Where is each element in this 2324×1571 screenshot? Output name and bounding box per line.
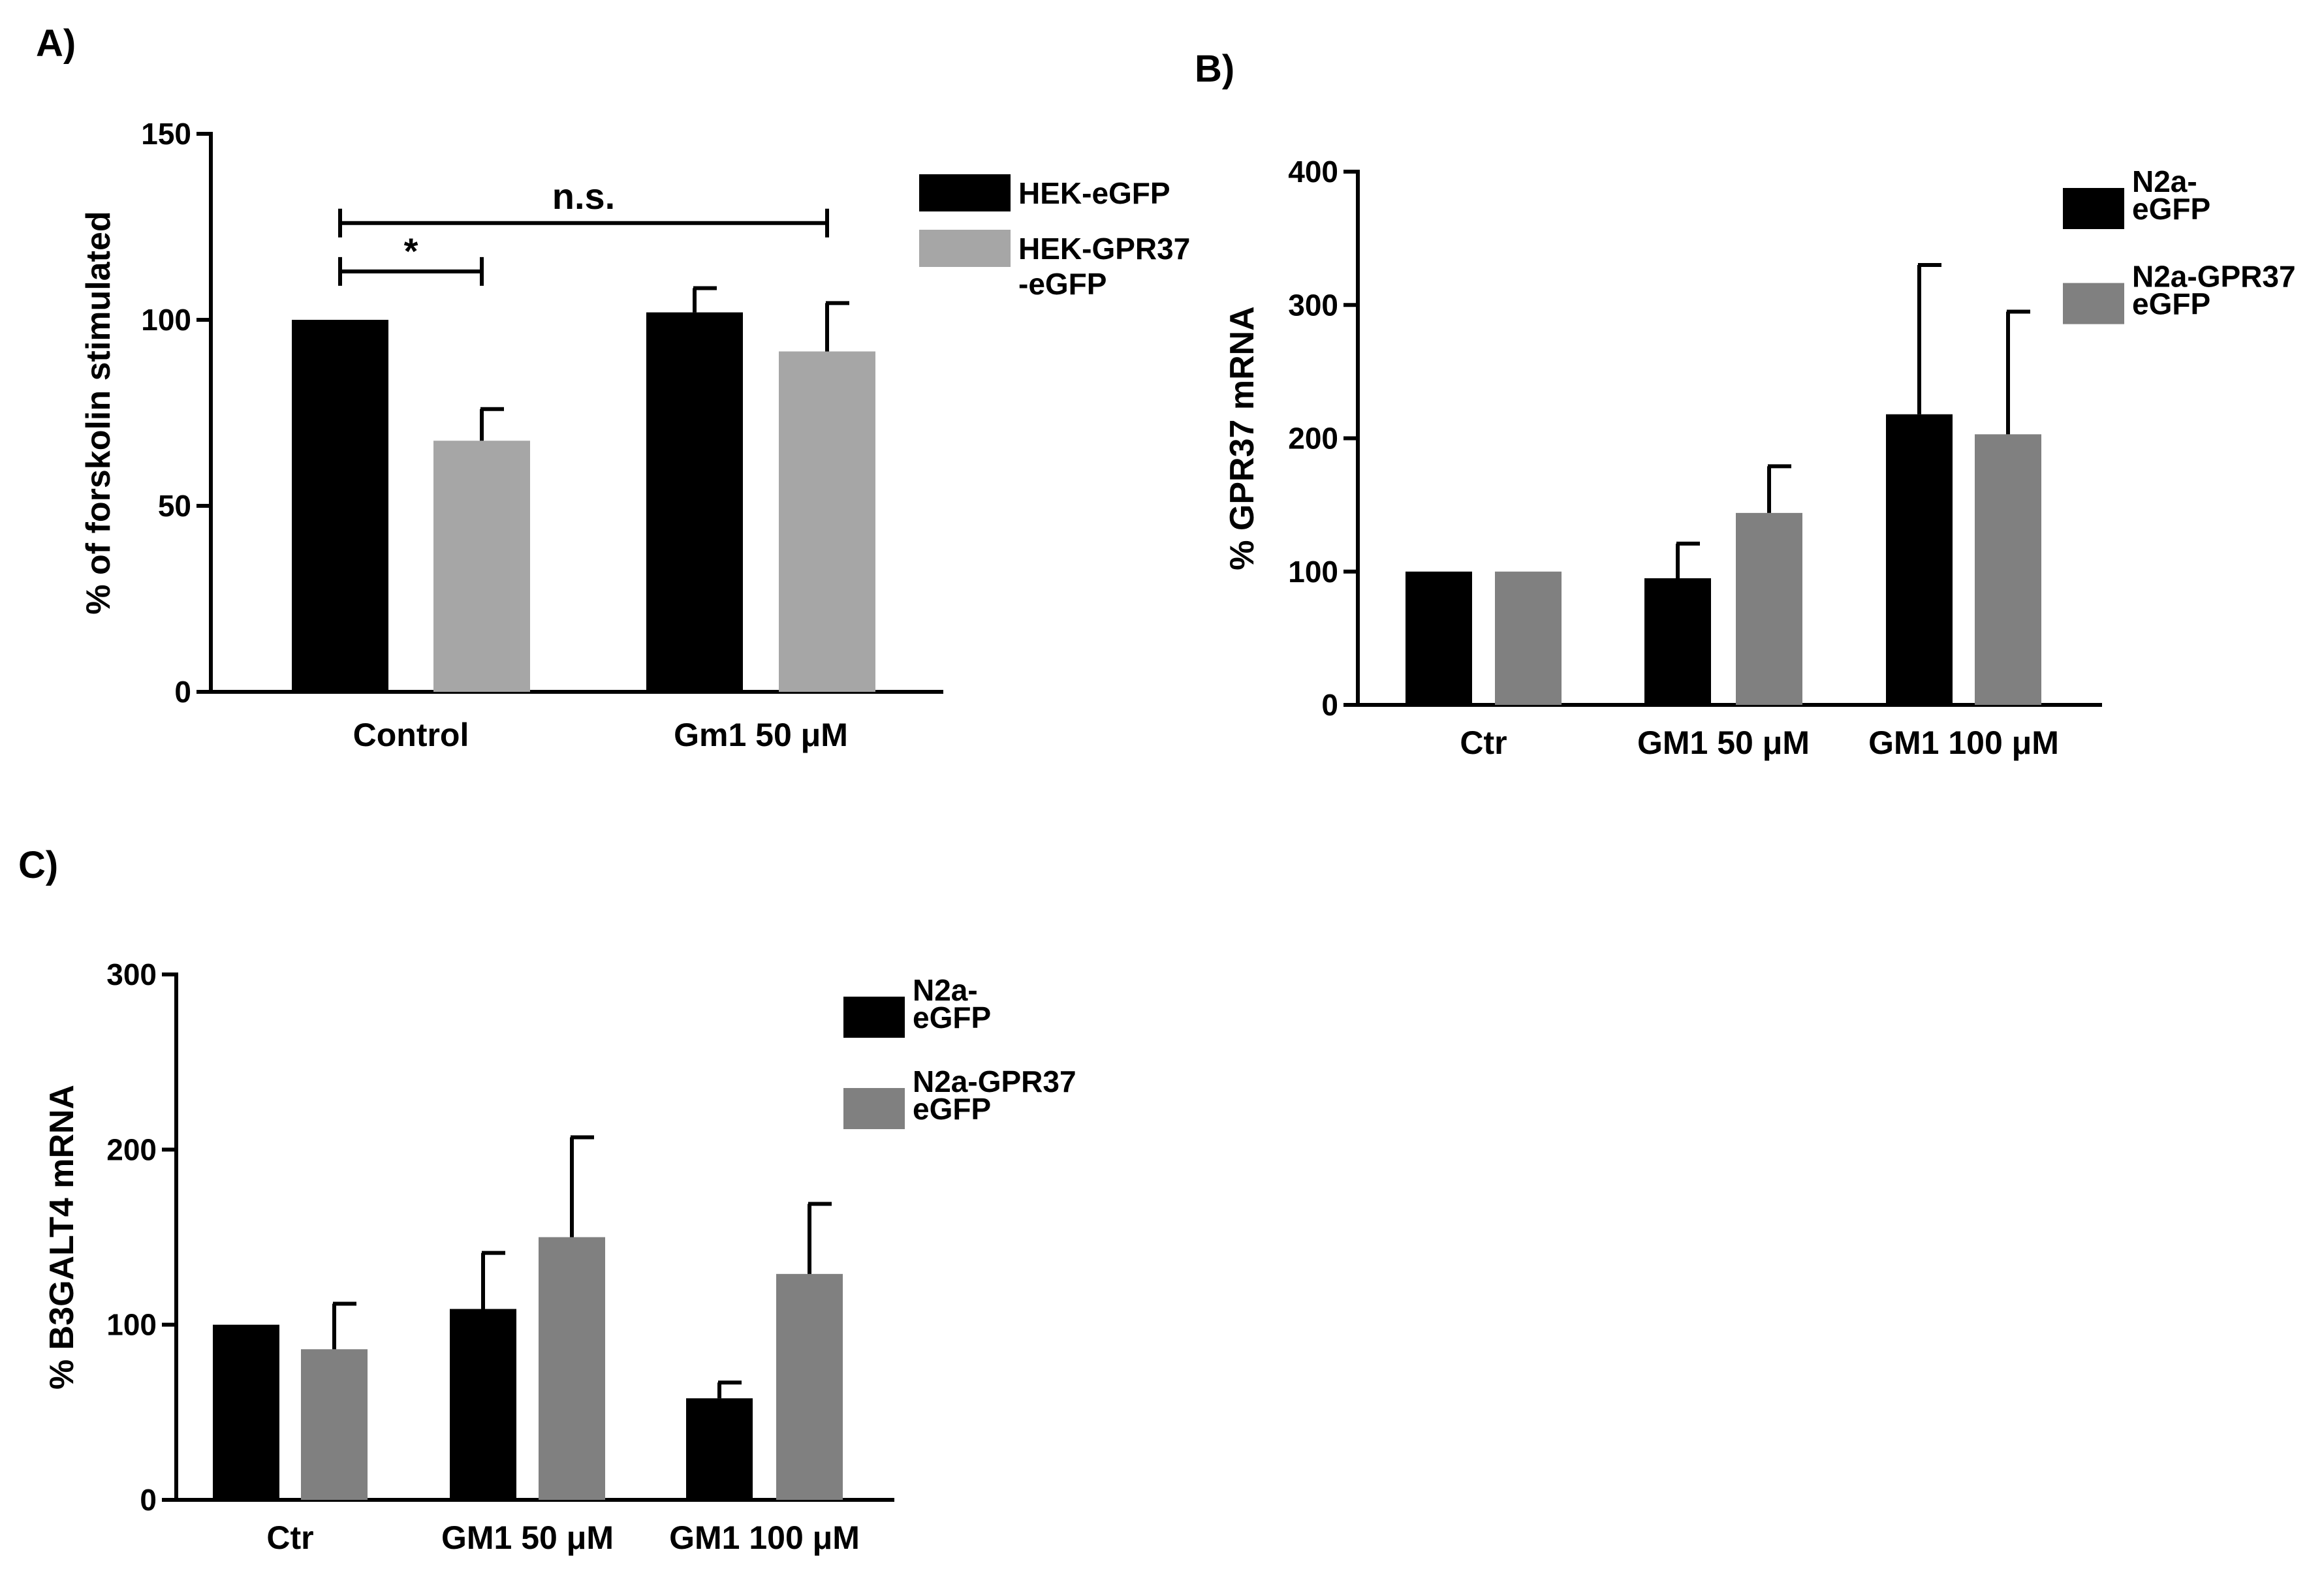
y-tick-label: 50 — [158, 489, 191, 523]
bar — [433, 441, 530, 692]
panel-c-label: C) — [18, 844, 58, 886]
legend-label: -eGFP — [1018, 267, 1107, 301]
y-tick-label: 300 — [106, 957, 157, 991]
bar — [779, 351, 875, 692]
y-axis-title: % of forskolin stimulated — [80, 211, 118, 614]
bar — [213, 1324, 279, 1500]
panel-b: B) 0 100 200 300 400 % GPR37 mRNA Ctr GM1 50 μM G… — [1195, 48, 2296, 761]
category-label: GM1 100 μM — [1868, 724, 2059, 761]
legend-label: HEK-GPR37 — [1018, 232, 1190, 266]
y-tick-label: 100 — [106, 1308, 157, 1342]
bar — [539, 1237, 605, 1500]
y-tick-label: 300 — [1288, 288, 1338, 322]
category-label: Ctr — [266, 1519, 313, 1556]
legend-swatch — [919, 174, 1011, 211]
bar — [301, 1349, 368, 1500]
significance-bracket — [338, 208, 829, 238]
category-label: GM1 50 μM — [441, 1519, 614, 1556]
legend-label: N2a-GPR37 — [2132, 260, 2296, 294]
legend-swatch — [843, 997, 905, 1038]
legend-label: eGFP — [913, 1001, 991, 1034]
y-tick-label: 200 — [106, 1132, 157, 1166]
category-label: GM1 50 μM — [1637, 724, 1810, 761]
significance-label: * — [404, 230, 418, 272]
legend-label: N2a-GPR37 — [913, 1065, 1076, 1098]
bar — [686, 1398, 753, 1500]
category-label: Control — [353, 717, 469, 753]
panel-b-label: B) — [1195, 48, 1234, 90]
y-tick-label: 400 — [1288, 155, 1338, 189]
bar — [1975, 434, 2041, 705]
significance-bracket — [338, 257, 484, 286]
legend-label: HEK-eGFP — [1018, 176, 1170, 210]
legend-swatch — [2063, 188, 2124, 229]
panel-a: A) 0 50 100 150 % of forskolin stimulated Cont… — [36, 22, 1190, 753]
panel-a-label: A) — [36, 22, 76, 65]
legend-label: eGFP — [2132, 192, 2210, 226]
legend-label: eGFP — [2132, 287, 2210, 321]
category-label: Ctr — [1460, 724, 1507, 761]
category-label: GM1 100 μM — [669, 1519, 860, 1556]
y-tick-label: 0 — [140, 1483, 157, 1517]
significance-label: n.s. — [552, 176, 615, 217]
legend-label: N2a- — [2132, 164, 2197, 198]
y-tick-label: 150 — [141, 117, 191, 151]
bar — [1644, 578, 1711, 705]
panel-c: C) 0 100 200 300 % B3GALT4 mRNA Ctr GM1 50 μM GM… — [18, 844, 1076, 1556]
y-tick-label: 0 — [1321, 688, 1338, 722]
category-label: Gm1 50 μM — [674, 717, 848, 753]
legend-label: N2a- — [913, 973, 978, 1007]
bar — [776, 1273, 843, 1500]
legend-swatch — [2063, 283, 2124, 324]
y-axis-title: % GPR37 mRNA — [1223, 306, 1261, 570]
bar — [1886, 414, 1953, 705]
y-axis-title: % B3GALT4 mRNA — [43, 1085, 81, 1390]
bar — [450, 1309, 516, 1500]
y-tick-label: 100 — [1288, 555, 1338, 589]
bar — [1736, 512, 1802, 705]
legend-swatch — [919, 230, 1011, 267]
bar — [646, 312, 743, 692]
legend-label: eGFP — [913, 1092, 991, 1126]
bar — [292, 320, 388, 692]
y-tick-label: 200 — [1288, 422, 1338, 456]
bar — [1495, 571, 1562, 705]
y-tick-label: 0 — [174, 675, 191, 709]
legend-swatch — [843, 1088, 905, 1129]
bar — [1405, 571, 1472, 705]
y-tick-label: 100 — [141, 303, 191, 337]
